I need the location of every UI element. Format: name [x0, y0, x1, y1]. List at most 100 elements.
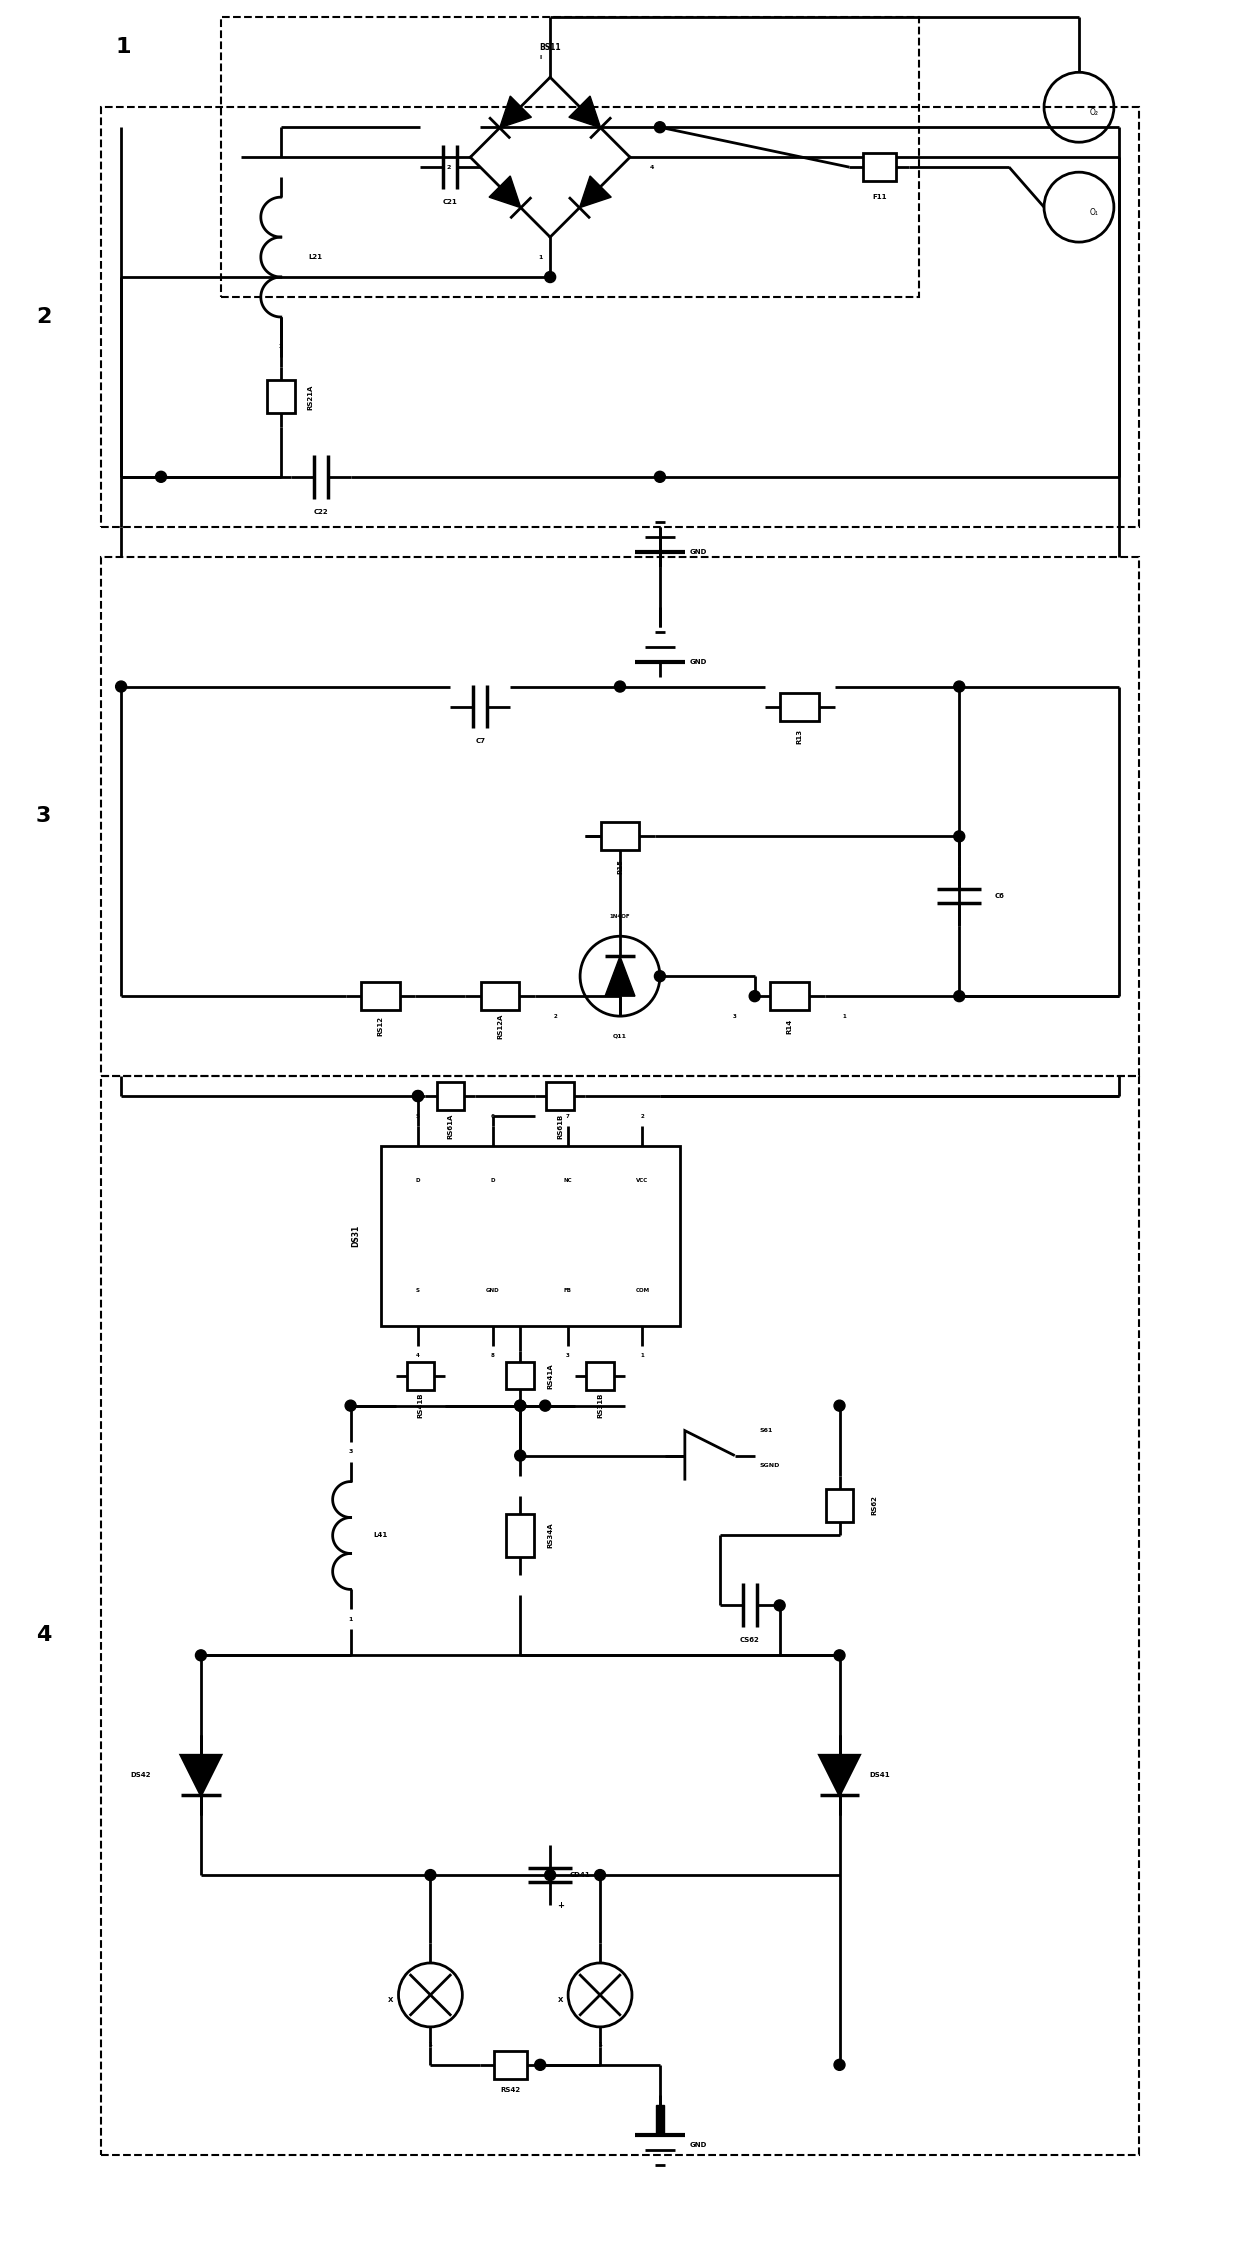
Circle shape [515, 1401, 526, 1412]
Polygon shape [181, 1755, 221, 1796]
Text: RS31B: RS31B [596, 1392, 603, 1419]
Polygon shape [605, 957, 635, 997]
Bar [601, 823, 639, 851]
Circle shape [155, 472, 166, 483]
Text: 4: 4 [650, 165, 655, 169]
Bar [826, 1489, 853, 1523]
Text: 2: 2 [36, 307, 51, 327]
Text: S61: S61 [760, 1428, 773, 1433]
Text: 4: 4 [36, 1624, 51, 1645]
Bar [506, 1514, 534, 1557]
Text: R14: R14 [786, 1017, 792, 1033]
Text: X: X [558, 1997, 563, 2003]
Text: RS41B: RS41B [418, 1392, 423, 1419]
Circle shape [655, 970, 666, 981]
Text: C21: C21 [443, 199, 458, 205]
Bar [656, 2105, 663, 2134]
Circle shape [954, 830, 965, 841]
Circle shape [515, 1401, 526, 1412]
Circle shape [534, 2060, 546, 2071]
Text: R15: R15 [618, 860, 622, 873]
Circle shape [835, 2060, 844, 2071]
Circle shape [413, 1090, 423, 1101]
Circle shape [115, 681, 126, 693]
Text: S: S [415, 1288, 420, 1293]
Text: 4: 4 [415, 1354, 420, 1358]
Circle shape [749, 990, 760, 1002]
Text: CD41: CD41 [569, 1872, 590, 1877]
Text: C6: C6 [994, 893, 1004, 900]
Circle shape [594, 1870, 605, 1882]
Text: 3: 3 [565, 1354, 569, 1358]
Text: DS42: DS42 [131, 1773, 151, 1778]
Text: l: l [539, 54, 541, 61]
Circle shape [835, 1401, 844, 1412]
Circle shape [544, 271, 556, 282]
Text: BS11: BS11 [539, 43, 560, 52]
Text: L21: L21 [309, 255, 322, 259]
Text: SGND: SGND [760, 1464, 780, 1469]
Text: RS61A: RS61A [448, 1112, 454, 1139]
Bar [863, 153, 895, 180]
Text: C22: C22 [314, 510, 329, 514]
Circle shape [615, 681, 625, 693]
Circle shape [544, 1870, 556, 1882]
Text: +: + [557, 1900, 564, 1909]
Text: 7: 7 [565, 1114, 569, 1119]
Bar [381, 1146, 680, 1327]
Text: GND: GND [689, 659, 707, 666]
Text: 2: 2 [553, 1013, 557, 1020]
Text: 2: 2 [279, 345, 283, 350]
Polygon shape [820, 1755, 859, 1796]
Bar [587, 1363, 614, 1390]
Bar [481, 981, 520, 1011]
Text: RS12: RS12 [377, 1015, 383, 1036]
Text: CS62: CS62 [740, 1638, 760, 1642]
Text: 1: 1 [843, 1013, 847, 1020]
Text: COM: COM [635, 1288, 650, 1293]
Text: FB: FB [564, 1288, 572, 1293]
Bar [102, 1076, 1138, 2154]
Text: NC: NC [563, 1178, 572, 1184]
Text: 1: 1 [598, 2042, 601, 2048]
Circle shape [515, 1451, 526, 1462]
Text: L41: L41 [373, 1532, 388, 1539]
Text: O₂: O₂ [1090, 108, 1099, 117]
Text: VCC: VCC [636, 1178, 649, 1184]
Text: D: D [415, 1178, 420, 1184]
Bar [547, 1083, 574, 1110]
Text: 1: 1 [538, 255, 542, 259]
Polygon shape [489, 176, 521, 208]
Text: Q11: Q11 [613, 1033, 627, 1038]
Circle shape [655, 122, 666, 133]
Text: 2: 2 [641, 1114, 645, 1119]
Text: R13: R13 [796, 729, 802, 744]
Text: 1: 1 [429, 2042, 433, 2048]
Text: 8: 8 [491, 1354, 495, 1358]
Text: RS12A: RS12A [497, 1013, 503, 1038]
Bar [436, 1083, 464, 1110]
Text: C7: C7 [475, 738, 485, 744]
Text: F11: F11 [872, 194, 887, 201]
Polygon shape [579, 176, 611, 208]
Text: RS62: RS62 [872, 1496, 878, 1516]
Bar [494, 2051, 527, 2078]
Bar [770, 981, 808, 1011]
Text: DS31: DS31 [352, 1225, 361, 1248]
Bar [102, 557, 1138, 1076]
Text: O₁: O₁ [1090, 208, 1099, 217]
Text: GND: GND [689, 548, 707, 555]
Text: 1: 1 [348, 1618, 353, 1622]
Circle shape [425, 1870, 436, 1882]
Polygon shape [569, 97, 600, 129]
Text: RS34A: RS34A [547, 1523, 553, 1548]
Circle shape [345, 1401, 356, 1412]
Polygon shape [500, 97, 532, 129]
Circle shape [954, 990, 965, 1002]
Bar [102, 108, 1138, 526]
Bar [780, 693, 818, 720]
Text: 3: 3 [348, 1448, 353, 1455]
Circle shape [196, 1649, 206, 1660]
Text: X: X [388, 1997, 393, 2003]
Text: RS61B: RS61B [557, 1114, 563, 1139]
